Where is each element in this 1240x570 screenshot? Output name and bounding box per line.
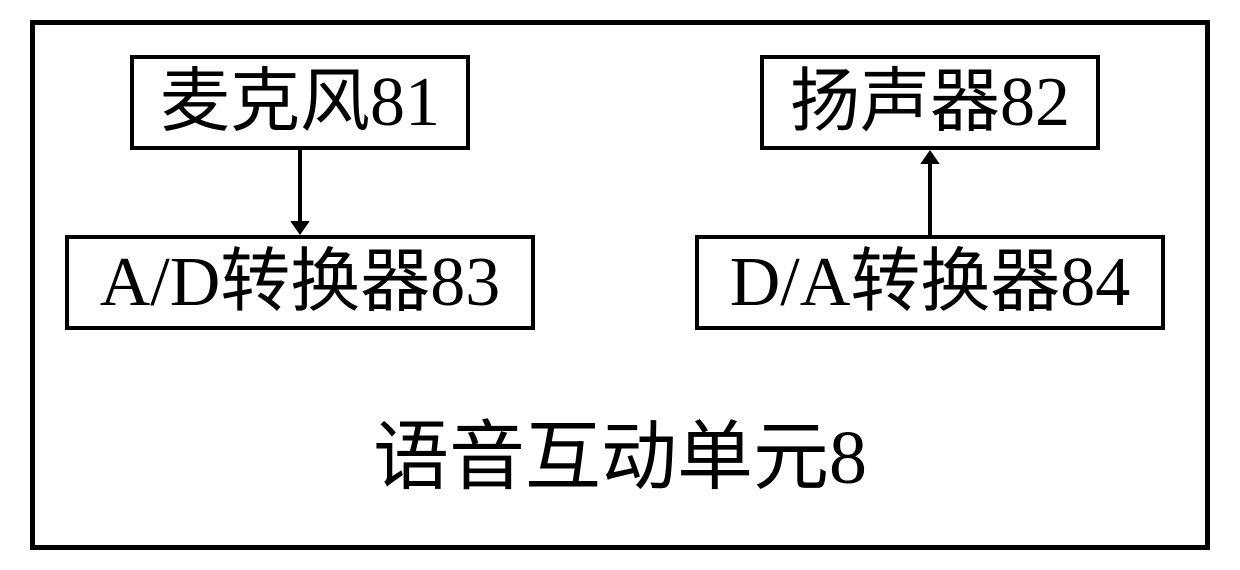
node-spk-label: 扬声器82 — [790, 68, 1070, 138]
node-da-label: D/A转换器84 — [730, 248, 1131, 318]
arrow-mic-to-ad — [282, 150, 318, 235]
diagram-title: 语音互动单元8 — [310, 420, 930, 496]
node-mic-label: 麦克风81 — [160, 68, 440, 138]
node-ad-label: A/D转换器83 — [100, 248, 501, 318]
node-ad: A/D转换器83 — [65, 235, 535, 330]
node-mic: 麦克风81 — [130, 55, 470, 150]
arrow-da-to-spk — [912, 150, 948, 235]
node-spk: 扬声器82 — [760, 55, 1100, 150]
node-da: D/A转换器84 — [695, 235, 1165, 330]
